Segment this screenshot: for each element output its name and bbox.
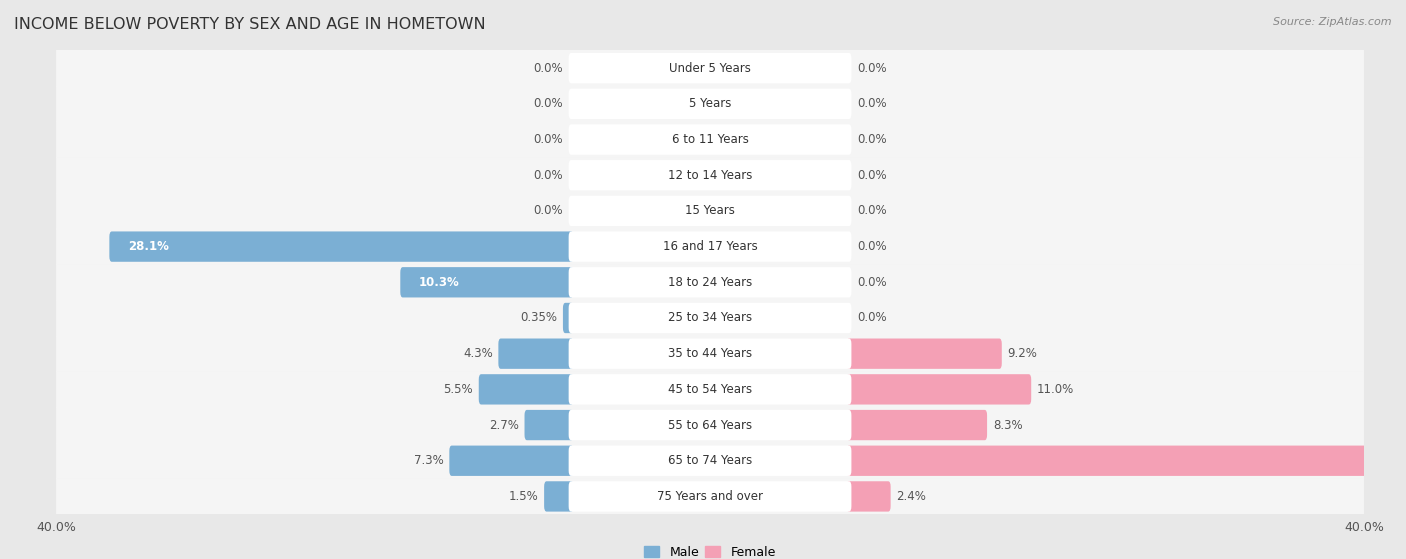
Text: 0.0%: 0.0% (858, 169, 887, 182)
FancyBboxPatch shape (568, 196, 852, 226)
FancyBboxPatch shape (56, 157, 1364, 193)
FancyBboxPatch shape (568, 410, 852, 440)
Text: 16 and 17 Years: 16 and 17 Years (662, 240, 758, 253)
Text: 12 to 14 Years: 12 to 14 Years (668, 169, 752, 182)
FancyBboxPatch shape (846, 339, 1002, 369)
FancyBboxPatch shape (56, 193, 1364, 229)
Text: 0.0%: 0.0% (533, 169, 562, 182)
Text: 0.35%: 0.35% (520, 311, 557, 324)
Text: 0.0%: 0.0% (533, 61, 562, 75)
FancyBboxPatch shape (846, 446, 1406, 476)
Text: 0.0%: 0.0% (533, 133, 562, 146)
Text: 11.0%: 11.0% (1038, 383, 1074, 396)
Text: 35 to 44 Years: 35 to 44 Years (668, 347, 752, 360)
FancyBboxPatch shape (568, 374, 852, 405)
Text: 7.3%: 7.3% (413, 454, 444, 467)
FancyBboxPatch shape (56, 300, 1364, 336)
Text: 5.5%: 5.5% (443, 383, 472, 396)
FancyBboxPatch shape (56, 264, 1364, 301)
Text: 2.4%: 2.4% (897, 490, 927, 503)
Text: 55 to 64 Years: 55 to 64 Years (668, 419, 752, 432)
Text: 0.0%: 0.0% (858, 133, 887, 146)
FancyBboxPatch shape (568, 231, 852, 262)
Legend: Male, Female: Male, Female (640, 541, 780, 559)
FancyBboxPatch shape (568, 160, 852, 191)
Text: Source: ZipAtlas.com: Source: ZipAtlas.com (1274, 17, 1392, 27)
FancyBboxPatch shape (846, 410, 987, 440)
Text: 2.7%: 2.7% (489, 419, 519, 432)
FancyBboxPatch shape (498, 339, 574, 369)
Text: 8.3%: 8.3% (993, 419, 1022, 432)
Text: 28.1%: 28.1% (128, 240, 169, 253)
FancyBboxPatch shape (56, 479, 1364, 515)
Text: 0.0%: 0.0% (533, 97, 562, 110)
FancyBboxPatch shape (56, 407, 1364, 443)
Text: 1.5%: 1.5% (509, 490, 538, 503)
FancyBboxPatch shape (568, 446, 852, 476)
FancyBboxPatch shape (401, 267, 574, 297)
Text: 0.0%: 0.0% (858, 240, 887, 253)
FancyBboxPatch shape (568, 89, 852, 119)
FancyBboxPatch shape (524, 410, 574, 440)
FancyBboxPatch shape (568, 339, 852, 369)
FancyBboxPatch shape (562, 303, 574, 333)
Text: 0.0%: 0.0% (858, 311, 887, 324)
Text: 75 Years and over: 75 Years and over (657, 490, 763, 503)
Text: INCOME BELOW POVERTY BY SEX AND AGE IN HOMETOWN: INCOME BELOW POVERTY BY SEX AND AGE IN H… (14, 17, 485, 32)
FancyBboxPatch shape (56, 335, 1364, 372)
Text: 9.2%: 9.2% (1008, 347, 1038, 360)
FancyBboxPatch shape (568, 267, 852, 297)
Text: 10.3%: 10.3% (419, 276, 460, 289)
Text: 0.0%: 0.0% (858, 61, 887, 75)
FancyBboxPatch shape (56, 371, 1364, 408)
Text: 65 to 74 Years: 65 to 74 Years (668, 454, 752, 467)
Text: 6 to 11 Years: 6 to 11 Years (672, 133, 748, 146)
FancyBboxPatch shape (846, 481, 890, 511)
FancyBboxPatch shape (56, 86, 1364, 122)
Text: 5 Years: 5 Years (689, 97, 731, 110)
Text: 25 to 34 Years: 25 to 34 Years (668, 311, 752, 324)
Text: 15 Years: 15 Years (685, 205, 735, 217)
Text: Under 5 Years: Under 5 Years (669, 61, 751, 75)
Text: 4.3%: 4.3% (463, 347, 492, 360)
Text: 0.0%: 0.0% (533, 205, 562, 217)
Text: 45 to 54 Years: 45 to 54 Years (668, 383, 752, 396)
Text: 0.0%: 0.0% (858, 205, 887, 217)
FancyBboxPatch shape (568, 481, 852, 511)
FancyBboxPatch shape (56, 229, 1364, 265)
FancyBboxPatch shape (56, 50, 1364, 86)
FancyBboxPatch shape (450, 446, 574, 476)
FancyBboxPatch shape (56, 121, 1364, 158)
FancyBboxPatch shape (568, 303, 852, 333)
Text: 0.0%: 0.0% (858, 97, 887, 110)
FancyBboxPatch shape (568, 53, 852, 83)
Text: 0.0%: 0.0% (858, 276, 887, 289)
FancyBboxPatch shape (110, 231, 574, 262)
FancyBboxPatch shape (846, 374, 1031, 405)
FancyBboxPatch shape (568, 124, 852, 155)
FancyBboxPatch shape (479, 374, 574, 405)
Text: 18 to 24 Years: 18 to 24 Years (668, 276, 752, 289)
FancyBboxPatch shape (544, 481, 574, 511)
FancyBboxPatch shape (56, 443, 1364, 479)
